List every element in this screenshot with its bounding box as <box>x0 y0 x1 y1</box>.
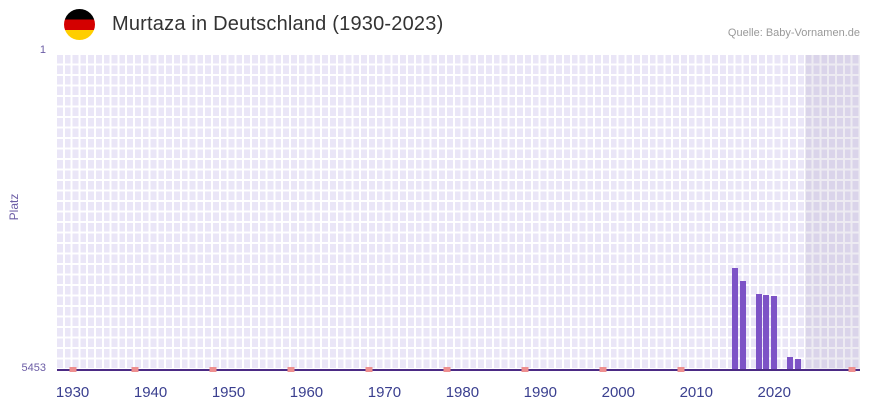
bar-2015[interactable] <box>732 268 739 370</box>
plot-area <box>57 55 860 372</box>
baseline-marker-1958 <box>287 367 295 372</box>
x-tick-1990: 1990 <box>523 384 558 401</box>
baseline-marker-2030 <box>848 367 856 372</box>
no-data-shade <box>805 55 860 370</box>
germany-flag-icon <box>64 9 95 40</box>
baseline-marker-1930 <box>69 367 77 372</box>
x-tick-2010: 2010 <box>679 384 713 401</box>
baseline-marker-1948 <box>209 367 217 372</box>
y-axis-label: Platz <box>7 193 21 221</box>
bar-2018[interactable] <box>755 294 762 370</box>
baseline-marker-1968 <box>365 367 373 372</box>
bar-2016[interactable] <box>740 280 747 370</box>
x-axis-line <box>57 369 860 371</box>
x-tick-1980: 1980 <box>445 384 480 401</box>
baseline-marker-1938 <box>131 367 139 372</box>
bar-2020[interactable] <box>771 296 778 370</box>
baseline-marker-1978 <box>443 367 451 372</box>
bar-2023[interactable] <box>794 358 801 370</box>
x-tick-1960: 1960 <box>289 384 324 401</box>
x-tick-1940: 1940 <box>133 384 168 401</box>
x-axis-ticks: 1930 1940 1950 1960 1970 1980 1990 2000 2010 2020 <box>55 384 860 404</box>
x-tick-2020: 2020 <box>757 384 791 401</box>
bar-2022[interactable] <box>786 357 793 370</box>
x-tick-1950: 1950 <box>211 384 246 401</box>
bar-2019[interactable] <box>763 294 770 370</box>
y-tick-top: 1 <box>39 44 46 56</box>
baseline-marker-1988 <box>521 367 529 372</box>
y-tick-bottom: 5453 <box>21 362 46 374</box>
baseline-marker-2008 <box>677 367 685 372</box>
x-tick-1970: 1970 <box>367 384 402 401</box>
chart-title: Murtaza in Deutschland (1930-2023) <box>112 13 444 35</box>
baseline-marker-1998 <box>599 367 607 372</box>
x-tick-1930: 1930 <box>55 384 90 401</box>
source-credit: Quelle: Baby-Vornamen.de <box>727 27 860 39</box>
x-tick-2000: 2000 <box>601 384 635 401</box>
